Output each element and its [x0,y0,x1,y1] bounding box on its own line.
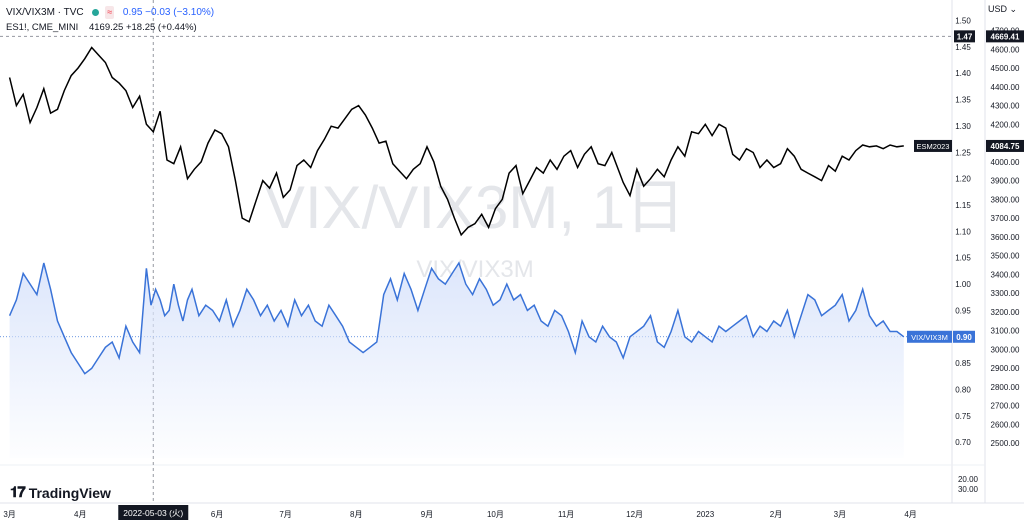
time-axis-tick-label: 3月 [3,510,15,519]
right-axis-tick-label: 3800.00 [991,195,1020,204]
right-axis-tick-label: 3100.00 [991,327,1020,336]
right-axis-tick-label: 4200.00 [991,120,1020,129]
left-axis-tick-label: 1.20 [955,175,971,184]
crosshair-right-text: 4669.41 [991,32,1020,41]
brand-name: TradingView [28,484,111,501]
right-axis-tick-label: 3600.00 [991,233,1020,242]
symbol-title[interactable]: VIX/VIX3M · TVC [6,7,84,18]
volume-axis-tick-label: 30.00 [958,485,979,494]
right-axis-ticks: 4700.004600.004500.004400.004300.004200.… [991,27,1020,448]
vix-series-name-tag [907,330,952,343]
vix-last-value-text: 0.90 [956,333,972,342]
left-axis-tick-label: 1.15 [955,201,971,210]
crosshair-value-text: 1.47 [957,32,973,41]
series-line-vix-ratio[interactable] [8,261,905,375]
time-axis-tick-label: 11月 [558,510,574,519]
currency-label: USD [988,4,1008,14]
left-axis-tick-label: 1.00 [955,280,971,289]
left-axis-tick-label: 1.45 [955,43,971,52]
crosshair-value-tag [954,30,975,43]
left-axis-tick-label: 1.50 [955,17,971,26]
left-axis-tick-label: 0.95 [955,306,971,315]
left-axis-tick-label: 1.10 [955,227,971,236]
es-series-name-tag [914,139,952,152]
right-axis-tick-label: 3700.00 [991,214,1020,223]
left-axis-tick-label: 0.70 [955,438,971,447]
series-line-es-futures[interactable] [8,46,904,237]
time-axis-ticks: 3月 4月 6月 7月 8月 9月 10月 11月 12月 2023 2月 3月 4月 [3,510,916,519]
right-axis-tick-label: 3500.00 [991,252,1020,261]
crosshair-date-text: 2022-05-03 (火) [123,508,183,518]
right-axis-tick-label: 4000.00 [991,158,1020,167]
right-axis-tick-label: 4600.00 [991,45,1020,54]
right-axis-tick-label: 2700.00 [991,402,1020,411]
legend-main[interactable]: VIX/VIX3M · TVC ≈ 0.95 −0.03 (−3.10%) [6,6,214,19]
series-area-fill [9,263,904,458]
es-last-value-tag [986,139,1024,152]
time-axis-tick-label: 8月 [350,510,362,519]
vix-last-value-tag [953,330,975,343]
left-axis-tick-label: 1.25 [955,148,971,157]
change-value: −0.03 (−3.10%) [145,7,215,18]
right-axis-tick-label: 2900.00 [991,364,1020,373]
time-axis-tick-label: 7月 [279,510,291,519]
right-axis-tick-label: 3200.00 [991,308,1020,317]
right-axis-tick-label: 3400.00 [991,270,1020,279]
right-axis-tick-label: 2800.00 [991,383,1020,392]
currency-selector[interactable]: USD ⌄ [988,4,1017,15]
crosshair-right-tag [986,30,1024,43]
chevron-down-icon: ⌄ [1009,4,1018,14]
time-axis-tick-label: 10月 [487,510,504,519]
compare-symbol[interactable]: ES1!, CME_MINI [6,22,79,33]
time-axis-tick-label: 2月 [770,510,782,519]
left-axis-tick-label: 0.80 [955,385,971,394]
time-axis-tick-label: 6月 [211,510,223,519]
market-status-icon [92,8,100,16]
left-axis-tick-label: 0.85 [955,359,971,368]
logo-icon: 𝟏𝟕 [10,484,26,501]
last-value: 0.95 [122,7,143,18]
right-axis-tick-label: 3300.00 [991,289,1020,298]
crosshair-date-tag [118,505,189,520]
right-axis-tick-label: 4400.00 [991,83,1020,92]
watermark-big: VIX/VIX3M, 1日 [265,174,685,241]
compare-values: 4169.25 +18.25 (+0.44%) [88,22,197,33]
legend-compare[interactable]: ES1!, CME_MINI 4169.25 +18.25 (+0.44%) [6,22,197,33]
volume-axis-tick-label: 20.00 [958,475,979,484]
left-axis-tick-label: 1.05 [955,254,971,263]
time-axis-tick-label: 4月 [904,510,916,519]
time-axis-tick-label: 4月 [74,510,86,519]
right-axis-tick-label: 3000.00 [991,345,1020,354]
left-axis-ticks: 1.50 1.45 1.40 1.35 1.30 1.25 1.20 1.15 1.10 1.05… [955,17,971,448]
vix-series-name-text: VIX/VIX3M [911,333,948,342]
right-axis-tick-label: 2500.00 [991,439,1020,448]
time-axis-tick-label: 9月 [421,510,433,519]
left-axis-tick-label: 1.40 [955,69,971,78]
es-last-value-text: 4084.75 [991,142,1020,151]
right-axis-tick-label: 3900.00 [991,177,1020,186]
left-axis-tick-label: 1.35 [955,96,971,105]
wave-icon[interactable]: ≈ [105,6,115,19]
left-axis-tick-label: 0.75 [955,412,971,421]
tradingview-logo[interactable]: 𝟏𝟕 TradingView [10,484,111,501]
right-axis-tick-label: 4300.00 [991,102,1020,111]
right-axis-tick-label: 4500.00 [991,64,1020,73]
es-series-name-text: ESM2023 [917,142,950,151]
time-axis-tick-label: 12月 [626,510,643,519]
left-axis-tick-label: 1.30 [955,122,971,131]
time-axis-tick-label: 3月 [834,510,846,519]
right-axis-tick-label: 2600.00 [991,420,1020,429]
series-labels: 1.47 4669.41 2022-05-03 (火) ESM2023 4084.75 V… [118,30,1024,520]
time-axis-tick-label: 2023 [696,510,714,519]
